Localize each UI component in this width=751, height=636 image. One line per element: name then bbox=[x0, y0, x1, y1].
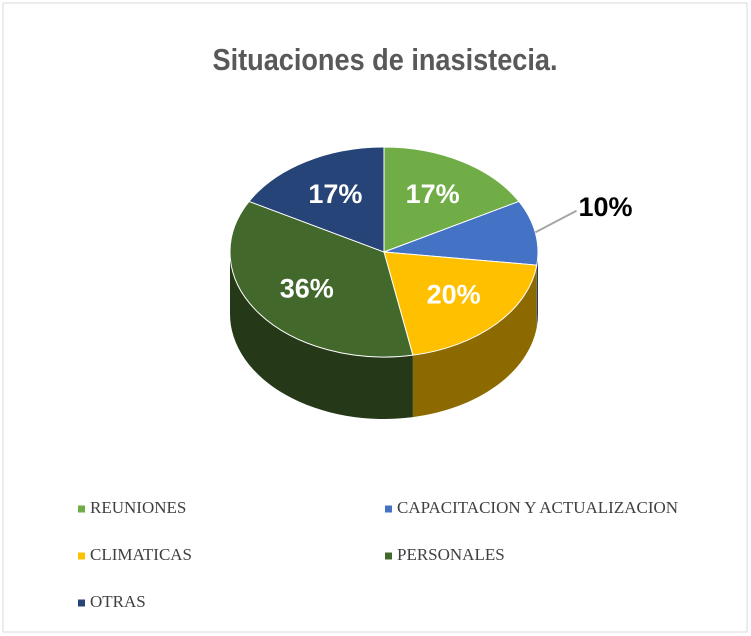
data-label: 36% bbox=[280, 273, 334, 303]
legend-swatch bbox=[78, 599, 85, 607]
data-label: 20% bbox=[427, 280, 481, 310]
data-label: 10% bbox=[579, 192, 633, 222]
slice bbox=[383, 146, 520, 253]
slice bbox=[383, 251, 538, 356]
legend-swatch bbox=[78, 505, 85, 513]
legend-label: OTRAS bbox=[90, 592, 146, 611]
legend-swatch bbox=[78, 552, 85, 560]
slice-side bbox=[230, 252, 413, 419]
slice-side bbox=[536, 252, 538, 328]
legend-swatch bbox=[385, 505, 392, 513]
legend-swatch bbox=[385, 552, 392, 560]
legend-label: PERSONALES bbox=[397, 545, 505, 564]
data-label: 17% bbox=[308, 179, 362, 209]
legend-label: CAPACITACION Y ACTUALIZACION bbox=[397, 498, 678, 517]
legend-label: REUNIONES bbox=[90, 498, 186, 517]
leader-line bbox=[534, 209, 577, 234]
chart-title: Situaciones de inasistecia. bbox=[213, 42, 558, 77]
data-label: 17% bbox=[406, 179, 460, 209]
legend-label: CLIMATICAS bbox=[90, 545, 192, 564]
slice bbox=[229, 200, 414, 358]
slice-side bbox=[412, 265, 537, 418]
slice bbox=[248, 146, 385, 253]
